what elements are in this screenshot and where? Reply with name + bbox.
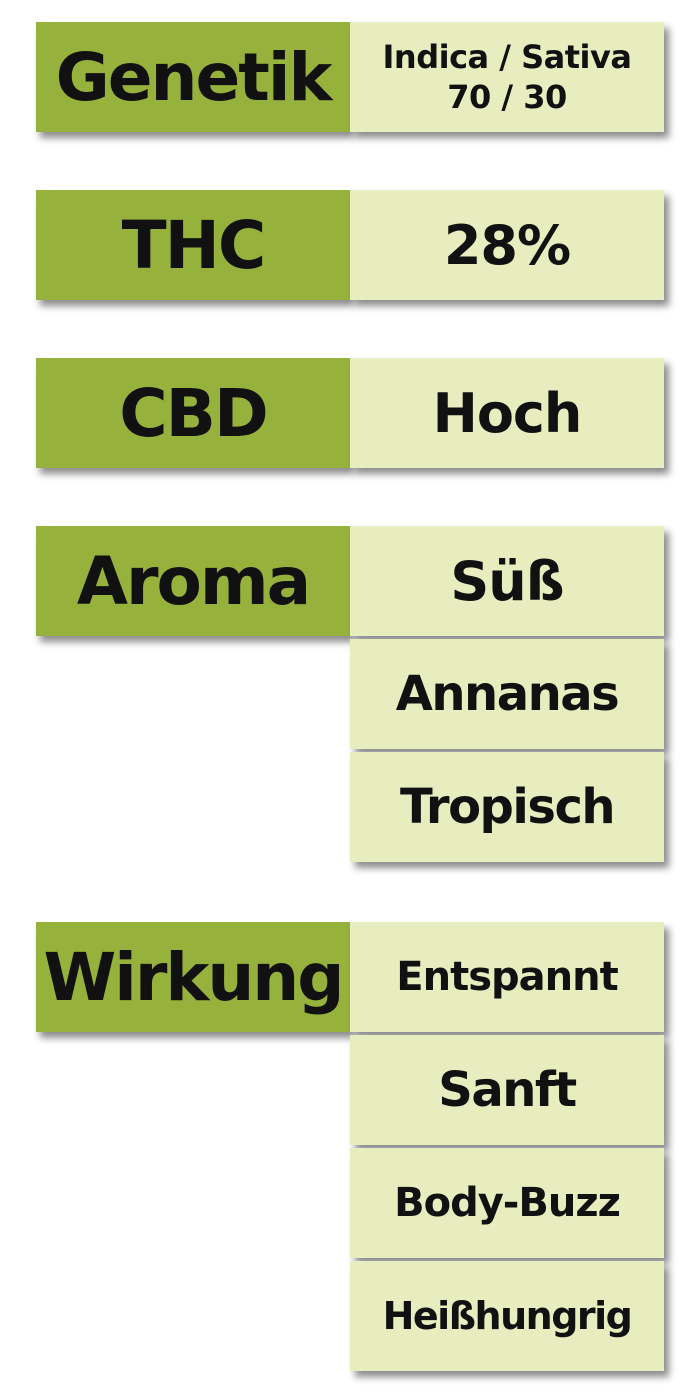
value-wirkung-1: Entspannt [350,922,664,1032]
label-cbd-text: CBD [119,374,269,452]
label-wirkung: Wirkung [36,922,350,1032]
label-cbd: CBD [36,358,350,468]
label-genetik: Genetik [36,22,350,132]
value-wirkung-3: Body-Buzz [350,1148,664,1258]
value-cbd: Hoch [350,358,664,468]
value-aroma-2-text: Annanas [395,666,620,722]
value-wirkung-4: Heißhungrig [350,1261,664,1371]
value-aroma-2: Annanas [350,639,664,749]
value-wirkung-2: Sanft [350,1035,664,1145]
value-wirkung-2-text: Sanft [438,1062,577,1118]
value-aroma-1: Süß [350,526,664,636]
value-genetik: Indica / Sativa 70 / 30 [350,22,664,132]
value-aroma-1-text: Süß [450,549,564,613]
label-aroma-text: Aroma [76,542,311,620]
value-wirkung-4-text: Heißhungrig [382,1294,633,1338]
label-genetik-text: Genetik [55,38,333,116]
label-aroma: Aroma [36,526,350,636]
value-thc-text: 28% [443,213,571,277]
value-aroma-3: Tropisch [350,752,664,862]
value-aroma-3-text: Tropisch [399,779,616,835]
value-wirkung-1-text: Entspannt [396,954,618,1000]
value-thc: 28% [350,190,664,300]
value-genetik-line2: 70 / 30 [447,78,567,116]
value-cbd-text: Hoch [432,381,583,445]
value-wirkung-3-text: Body-Buzz [394,1180,621,1226]
label-thc: THC [36,190,350,300]
label-thc-text: THC [121,206,267,284]
label-wirkung-text: Wirkung [43,938,344,1016]
value-genetik-line1: Indica / Sativa [382,38,632,76]
